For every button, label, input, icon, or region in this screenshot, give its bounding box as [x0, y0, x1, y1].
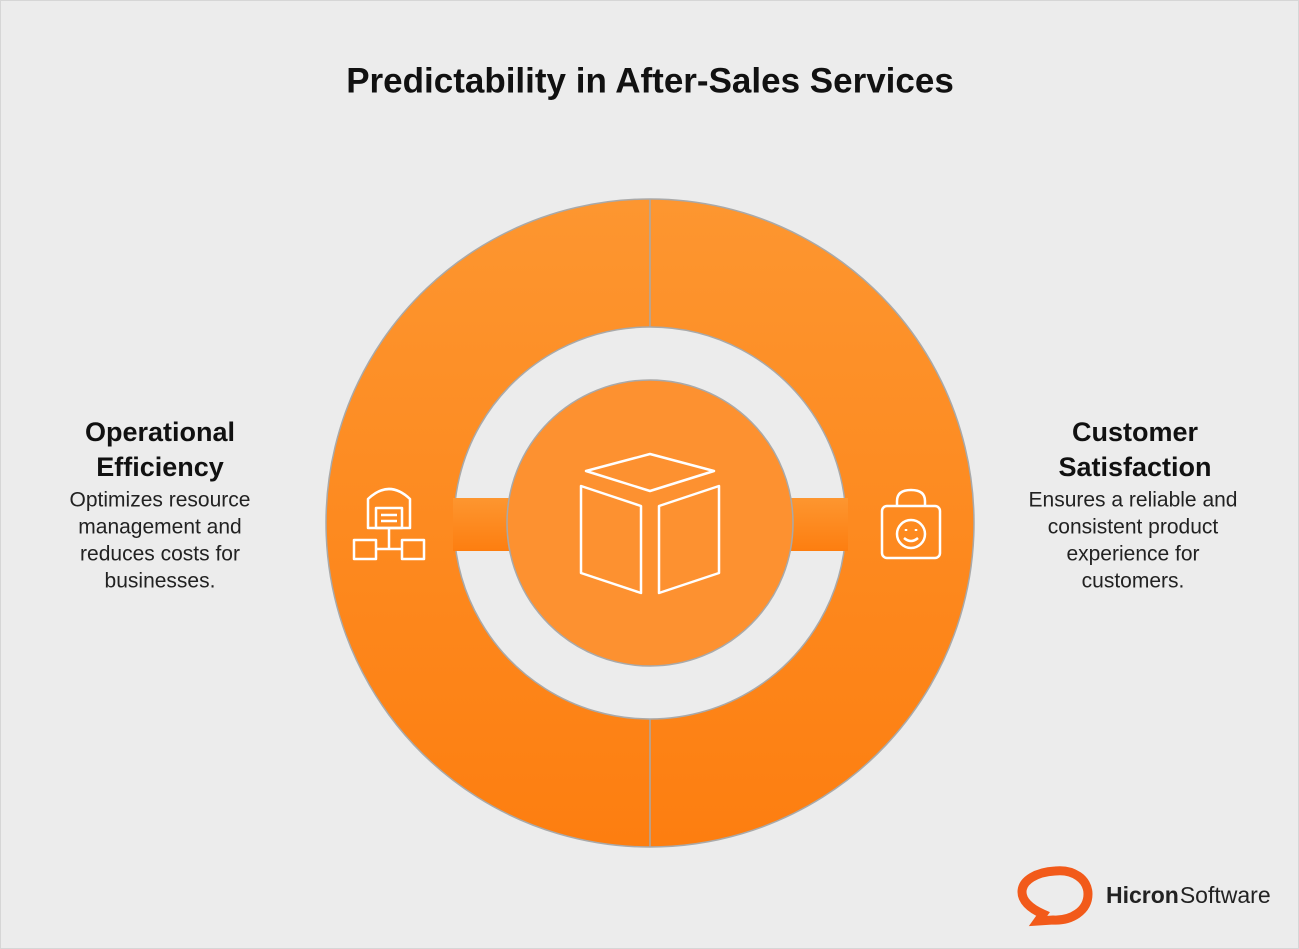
outer-ring — [325, 198, 975, 848]
logo-brand: Hicron — [1106, 882, 1179, 908]
description: experience for — [1066, 543, 1199, 566]
heading: Efficiency — [96, 452, 224, 482]
heading: Customer — [1072, 417, 1199, 447]
heading: Satisfaction — [1058, 452, 1211, 482]
warehouse-icon — [352, 487, 426, 561]
box-icon — [579, 452, 721, 595]
title: Predictability in After-Sales Services — [346, 61, 954, 100]
description: management and — [78, 516, 241, 539]
description: Ensures a reliable and — [1029, 489, 1238, 512]
description: businesses. — [105, 570, 216, 593]
logo-suffix: Software — [1180, 882, 1271, 908]
heading: Operational — [85, 417, 235, 447]
logo: Hicron Software — [1017, 866, 1271, 927]
description: Optimizes resource — [70, 489, 251, 512]
description: customers. — [1082, 570, 1185, 593]
bag-icon — [880, 488, 942, 560]
description: consistent product — [1048, 516, 1219, 539]
inner-circle — [506, 379, 794, 667]
description: reduces costs for — [80, 543, 240, 566]
